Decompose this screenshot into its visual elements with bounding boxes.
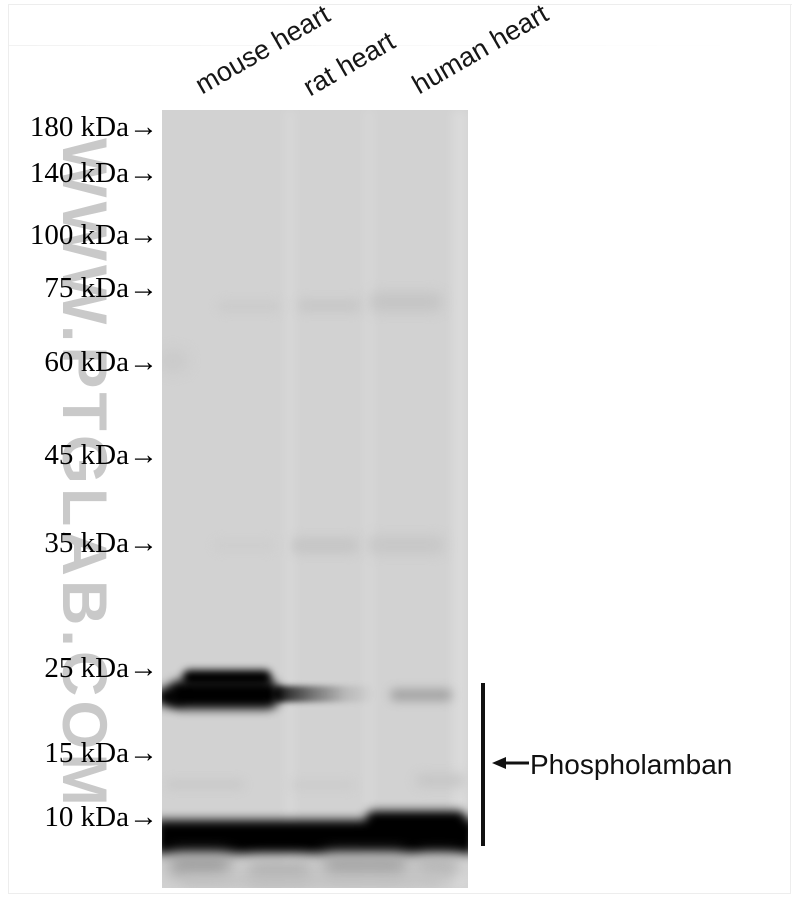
band-rat-35kda-faint (292, 537, 358, 554)
band-mouse-22kda-main (168, 680, 280, 709)
band-human-bottom-raised (366, 811, 466, 839)
edge-smudge-60kda (162, 350, 188, 372)
wisp-mouse (166, 780, 244, 789)
mw-marker-45: 45 kDa→ (44, 439, 158, 471)
membrane-right-edge-shade (452, 110, 468, 888)
mw-marker-10: 10 kDa→ (44, 801, 158, 833)
annotation-bracket (481, 683, 485, 846)
band-human-35kda-faint (368, 536, 444, 554)
mw-marker-100: 100 kDa→ (29, 219, 158, 251)
band-human-70kda-faint (370, 292, 442, 312)
mw-marker-180: 180 kDa→ (29, 111, 158, 143)
smear (322, 854, 408, 878)
annotation-label: Phospholamban (530, 749, 733, 780)
smear (168, 854, 232, 876)
mw-marker-25: 25 kDa→ (44, 652, 158, 684)
wisp-rat (292, 781, 354, 789)
mw-marker-140: 140 kDa→ (29, 157, 158, 189)
band-human-22kda-faint (390, 689, 452, 701)
blot-membrane (162, 110, 468, 888)
smear (182, 876, 442, 886)
lane-label-human-heart: human heart (407, 0, 554, 100)
frame-right (790, 4, 791, 893)
band-mouse-70kda-faint (218, 301, 280, 312)
lane-gap-shade (284, 110, 296, 888)
smear (414, 856, 462, 876)
mw-marker-35: 35 kDa→ (44, 527, 158, 559)
wisp-human (416, 775, 466, 786)
band-mouse-35kda-faint (214, 540, 274, 551)
mw-marker-75: 75 kDa→ (44, 272, 158, 304)
frame-left (8, 4, 9, 893)
frame-inner-line (9, 45, 749, 46)
mw-marker-60: 60 kDa→ (44, 346, 158, 378)
mw-marker-15: 15 kDa→ (44, 737, 158, 769)
left-arrow-icon (492, 757, 529, 769)
frame-bottom (8, 893, 791, 894)
band-rat-70kda-faint (298, 299, 360, 312)
lane-gap-shade (364, 110, 374, 888)
frame-top (8, 4, 792, 5)
band-rat-22kda-tail (272, 686, 374, 702)
band-mouse-22kda-left-taper (162, 688, 182, 706)
